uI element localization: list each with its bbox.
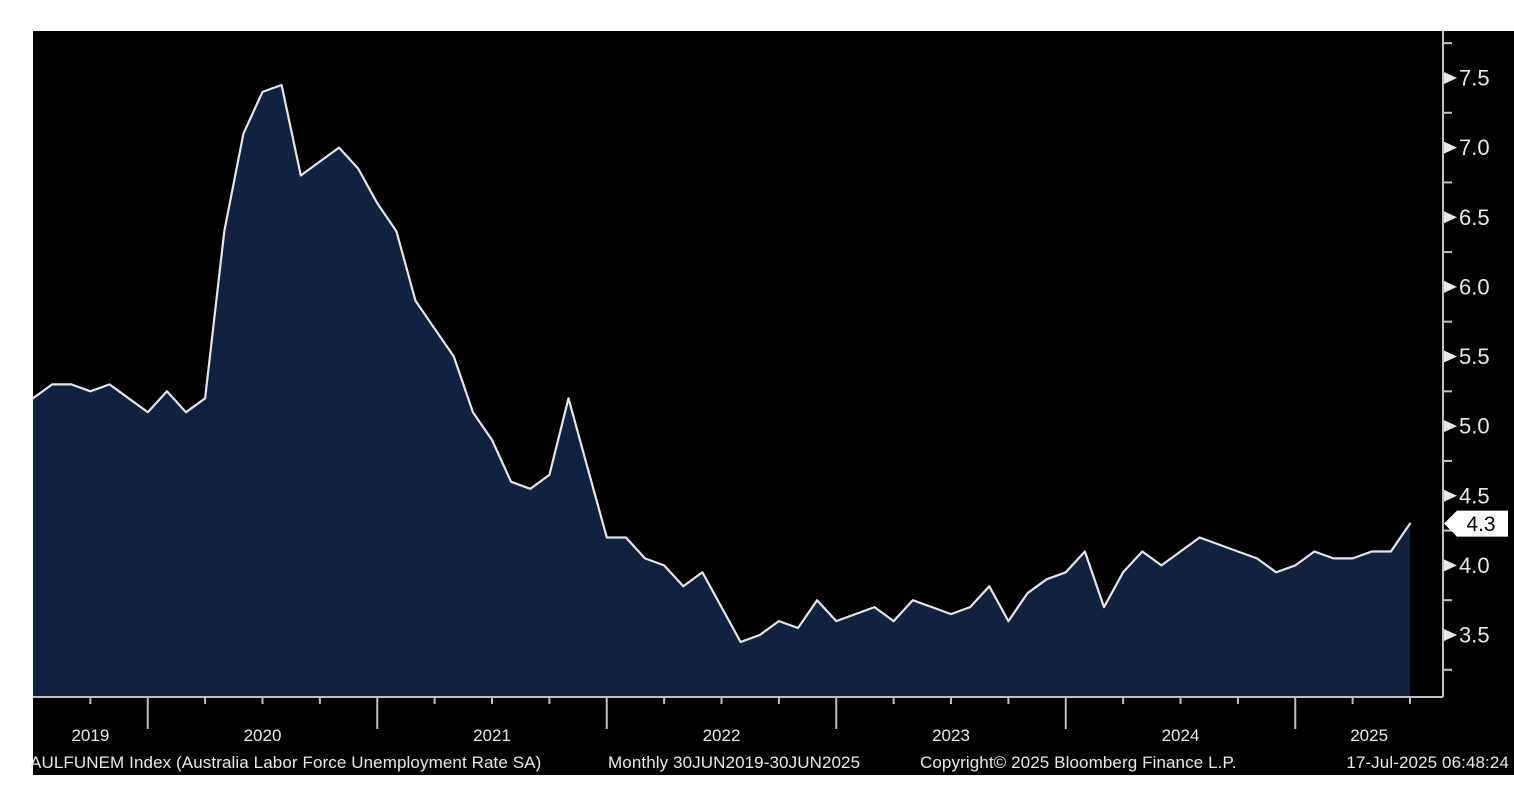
footer-copyright: Copyright© 2025 Bloomberg Finance L.P. [920, 753, 1237, 772]
y-tick-arrow-icon [1444, 141, 1457, 154]
last-value-marker [1444, 510, 1508, 537]
y-tick-arrow-icon [1444, 211, 1457, 224]
footer-periodicity: Monthly 30JUN2019-30JUN2025 [608, 753, 861, 772]
y-tick-label: 6.0 [1459, 274, 1490, 299]
y-tick-label: 4.5 [1459, 483, 1490, 508]
x-year-label: 2023 [932, 726, 970, 745]
data-line [31, 83, 1412, 644]
x-year-label: 2022 [703, 726, 741, 745]
y-tick-arrow-icon [1444, 559, 1457, 572]
chart-footer: AULFUNEM Index (Australia Labor Force Un… [0, 753, 1514, 773]
last-value-label: 4.3 [1466, 513, 1495, 536]
y-tick-label: 5.0 [1459, 414, 1490, 439]
y-tick-arrow-icon [1444, 280, 1457, 293]
x-year-label: 2020 [244, 726, 282, 745]
y-tick-arrow-icon [1444, 629, 1457, 641]
footer-timestamp: 17-Jul-2025 06:48:24 [1346, 753, 1509, 772]
y-tick-arrow-icon [1444, 350, 1457, 363]
y-tick-label: 6.5 [1459, 205, 1490, 230]
y-tick-arrow-icon [1444, 420, 1457, 433]
y-tick-arrow-icon [1444, 489, 1457, 502]
x-year-label: 2024 [1162, 726, 1200, 745]
y-tick-label: 4.0 [1459, 553, 1490, 578]
x-year-label: 2025 [1350, 726, 1388, 745]
y-tick-arrow-icon [1444, 72, 1457, 84]
area-fill [33, 85, 1410, 697]
y-tick-label: 3.5 [1459, 623, 1490, 648]
footer-series-label: AULFUNEM Index (Australia Labor Force Un… [30, 753, 542, 772]
x-year-label: 2021 [473, 726, 511, 745]
y-tick-label: 5.5 [1459, 344, 1490, 369]
y-tick-label: 7.5 [1459, 66, 1490, 91]
y-tick-label: 7.0 [1459, 135, 1490, 160]
x-year-label: 2019 [71, 726, 109, 745]
